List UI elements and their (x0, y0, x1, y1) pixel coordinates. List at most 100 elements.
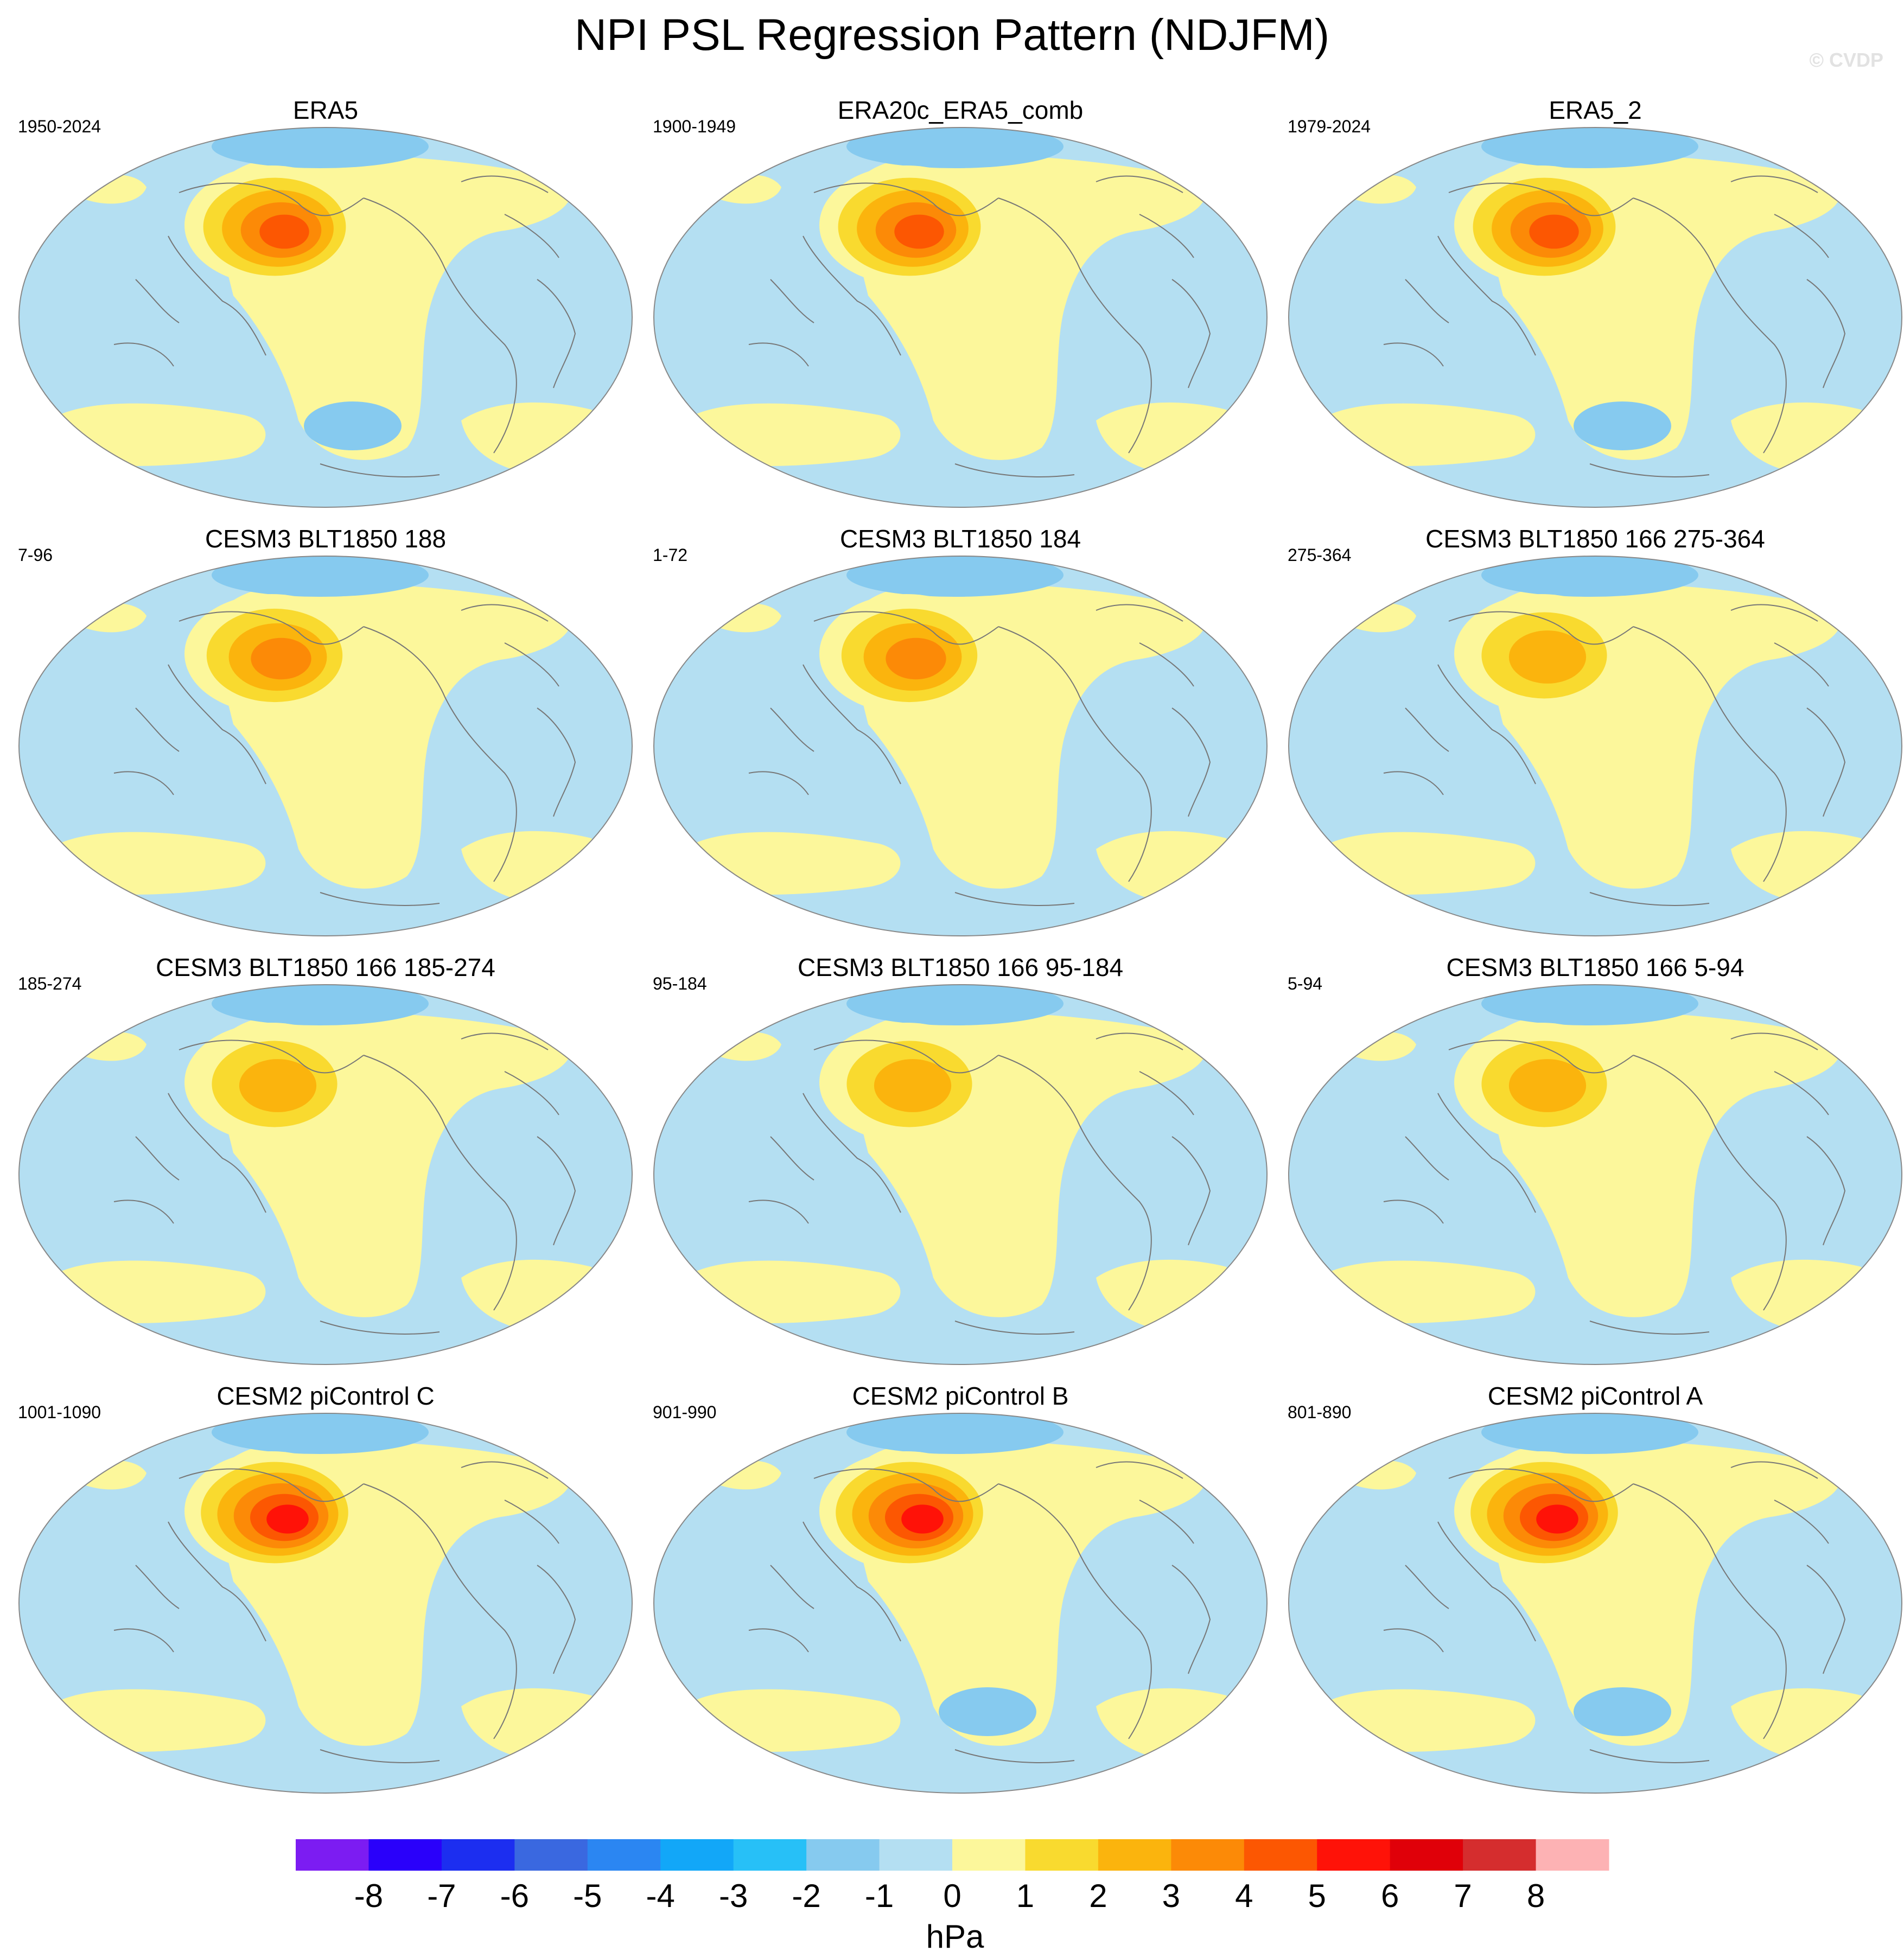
colorbar-swatch (1390, 1839, 1463, 1871)
map-panel: CESM2 piControl C 1001-1090 (8, 1381, 643, 1809)
map-svg (18, 1413, 633, 1794)
colorbar-tick-label: -3 (718, 1878, 748, 1914)
colorbar-swatch (1171, 1839, 1245, 1871)
north-pacific-high-contour (266, 1504, 309, 1534)
coastline (1096, 175, 1194, 258)
colorbar-tick-label: -6 (500, 1878, 529, 1914)
coastline (113, 1136, 180, 1224)
panel-period: 95-184 (653, 974, 707, 993)
north-pacific-high-contour (1529, 214, 1579, 249)
north-pacific-high-contour (894, 214, 944, 249)
map-outline (18, 1413, 633, 1794)
colorbar-swatch (296, 1839, 369, 1871)
coastline (1589, 1321, 1710, 1335)
coastline (803, 664, 901, 785)
panel-period: 1001-1090 (18, 1402, 101, 1422)
arctic-low-contour (846, 1413, 1064, 1454)
colorbar-tick-label: 6 (1380, 1878, 1399, 1914)
panel-period: 801-890 (1288, 1402, 1352, 1422)
southern-low-contour (1574, 1687, 1671, 1736)
panel-title: CESM3 BLT1850 166 275-364 (1425, 525, 1765, 553)
coastline (1589, 1749, 1710, 1763)
coastline (748, 279, 814, 367)
north-pacific-high-contour (1508, 1059, 1587, 1112)
coastline (1730, 1032, 1829, 1115)
coastline (748, 1136, 814, 1224)
map-svg (18, 556, 633, 936)
coastline (1437, 235, 1536, 356)
colorbar-tick-label: 0 (943, 1878, 961, 1914)
coastline (461, 175, 559, 258)
coastline (813, 1039, 999, 1074)
coastline (179, 1468, 364, 1502)
panel-period: 7-96 (18, 545, 53, 565)
southern-low-contour (304, 401, 402, 450)
coastline (1589, 463, 1710, 477)
north-pacific-high-contour (901, 1504, 944, 1534)
coastline (1589, 892, 1710, 906)
watermark: © CVDP (1809, 49, 1883, 71)
map-outline (1288, 556, 1902, 936)
panel-title: ERA5 (292, 96, 359, 124)
coastline (537, 1136, 576, 1246)
coastline (954, 892, 1075, 906)
arctic-low-contour (846, 127, 1064, 168)
coastline (998, 1483, 1152, 1739)
coastline (998, 197, 1152, 454)
map-panel: CESM3 BLT1850 166 95-184 95-184 (643, 952, 1278, 1381)
coastline (320, 1321, 440, 1335)
colorbar-swatch (1244, 1839, 1317, 1871)
map-panel: CESM3 BLT1850 166 185-274 185-274 (8, 952, 643, 1381)
panel-title: CESM2 piControl A (1487, 1382, 1703, 1410)
arctic-low-contour (212, 1413, 429, 1454)
arctic-low-contour (846, 556, 1064, 597)
coastline (168, 1093, 266, 1213)
coastline (1383, 1136, 1449, 1224)
coastline (1806, 279, 1846, 388)
panel-title: CESM3 BLT1850 166 95-184 (797, 953, 1124, 981)
arctic-low-contour (212, 556, 429, 597)
north-pacific-high-contour (886, 637, 946, 680)
coastline (1633, 197, 1787, 454)
map-outline (1288, 1413, 1902, 1794)
map-svg (1288, 556, 1902, 936)
colorbar-swatch (733, 1839, 807, 1871)
coastline (1448, 1468, 1634, 1502)
map-svg (653, 1413, 1268, 1794)
coastline (168, 235, 266, 356)
colorbar-units: hPa (926, 1918, 984, 1955)
coastline (1730, 175, 1829, 258)
colorbar-swatch (952, 1839, 1026, 1871)
panel-period: 1950-2024 (18, 117, 101, 136)
coastline (803, 1093, 901, 1213)
coastline (954, 1749, 1075, 1763)
coastline (461, 1461, 559, 1544)
coastline (1383, 1565, 1449, 1653)
panel-title: ERA20c_ERA5_comb (837, 96, 1084, 124)
panel-period: 1979-2024 (1288, 117, 1371, 136)
panel-title: CESM2 piControl C (216, 1382, 435, 1410)
panel-title: CESM3 BLT1850 166 185-274 (156, 953, 495, 981)
coastline (320, 1749, 440, 1763)
map-svg (1288, 127, 1902, 508)
colorbar-tick-label: 8 (1526, 1878, 1545, 1914)
colorbar-tick-label: -4 (646, 1878, 675, 1914)
colorbar-swatch (1317, 1839, 1391, 1871)
map-outline (18, 984, 633, 1365)
map-svg (1288, 984, 1902, 1365)
map-panel: CESM2 piControl B 901-990 (643, 1381, 1278, 1809)
coastline (1096, 1032, 1194, 1115)
coastline (1730, 604, 1829, 687)
map-outline (653, 556, 1268, 936)
colorbar-swatch (587, 1839, 661, 1871)
colorbar-tick-label: -7 (427, 1878, 456, 1914)
map-panel: CESM2 piControl A 801-890 (1278, 1381, 1904, 1809)
panel-period: 901-990 (653, 1402, 717, 1422)
colorbar-tick-label: 5 (1308, 1878, 1326, 1914)
map-svg (1288, 1413, 1902, 1794)
map-outline (653, 1413, 1268, 1794)
arctic-low-contour (1481, 556, 1698, 597)
coastline (1806, 707, 1846, 817)
arctic-low-contour (846, 985, 1064, 1025)
map-outline (18, 556, 633, 936)
